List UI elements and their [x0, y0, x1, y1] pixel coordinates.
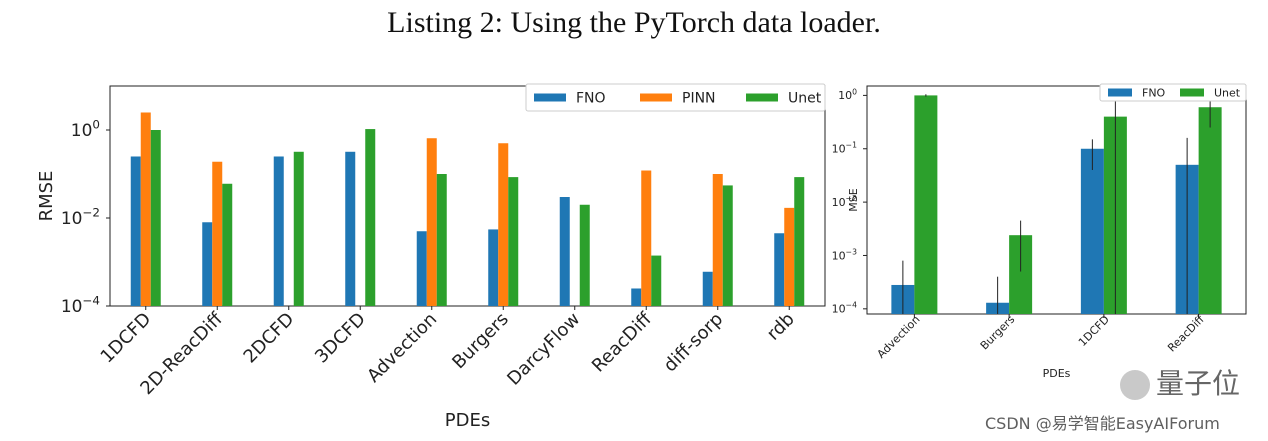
- bar-fno: [559, 197, 570, 306]
- legend-swatch-pinn: [640, 93, 672, 102]
- x-tick-label: Burgers: [448, 309, 512, 373]
- bar-unet: [508, 177, 519, 306]
- bar-fno: [345, 151, 356, 306]
- watermark-logo: 量子位: [1120, 362, 1240, 402]
- bar-pinn: [498, 143, 509, 306]
- bar-unet: [579, 204, 590, 306]
- bar-pinn: [426, 138, 437, 306]
- x-axis-label: PDEs: [445, 410, 490, 431]
- bar-unet: [365, 129, 376, 306]
- bar-unet: [436, 174, 447, 306]
- y-tick-label: 10−1: [832, 141, 857, 156]
- legend-label-pinn: PINN: [682, 90, 716, 106]
- wechat-icon: [1120, 370, 1150, 400]
- bar-fno: [488, 229, 499, 306]
- y-tick-label: 10−4: [61, 293, 100, 317]
- bar-pinn: [641, 170, 652, 306]
- caption: Listing 2: Using the PyTorch data loader…: [387, 6, 881, 39]
- legend-swatch-fno: [1108, 88, 1132, 97]
- legend-label-unet: Unet: [788, 90, 822, 106]
- y-axis-label: RMSE: [36, 171, 57, 222]
- x-tick-label: 2DCFD: [240, 309, 299, 368]
- y-tick-label: 10−2: [61, 205, 100, 229]
- watermark-source: CSDN @易学智能EasyAIForum: [985, 414, 1220, 433]
- bar-fno: [202, 222, 213, 306]
- y-tick-label: 100: [71, 117, 100, 141]
- y-tick-label: 100: [838, 87, 857, 102]
- x-tick-label: Advection: [875, 313, 923, 361]
- x-tick-label: rdb: [763, 309, 799, 345]
- legend-swatch-fno: [534, 93, 566, 102]
- bar-unet: [914, 95, 938, 314]
- bar-fno: [774, 233, 785, 306]
- bar-unet: [293, 151, 304, 306]
- legend: FNO Unet: [1099, 83, 1247, 102]
- bar-unet: [1198, 107, 1222, 314]
- legend-swatch-unet: [746, 93, 778, 102]
- y-tick-label: 10−4: [832, 301, 857, 316]
- legend-box: [525, 83, 826, 112]
- bar-unet: [722, 185, 733, 306]
- legend-swatch-unet: [1180, 88, 1204, 97]
- bar-fno: [273, 156, 284, 306]
- legend-label-fno: FNO: [576, 90, 606, 106]
- x-tick-label: DarcyFlow: [503, 309, 584, 390]
- x-tick-label: ReacDiff: [588, 308, 656, 376]
- legend: FNO PINN Unet: [525, 83, 826, 112]
- x-tick-label: 3DCFD: [311, 309, 370, 368]
- bar-unet: [222, 183, 233, 306]
- bar-fno: [416, 231, 427, 306]
- x-tick-label: ReacDiff: [1165, 313, 1207, 355]
- legend-label-fno: FNO: [1142, 86, 1166, 99]
- bar-pinn: [712, 174, 723, 306]
- x-tick-label: 1DCFD: [1076, 313, 1112, 349]
- bar-pinn: [212, 161, 223, 306]
- bar-pinn: [784, 207, 795, 306]
- x-axis-label: PDEs: [1043, 367, 1071, 380]
- bar-unet: [1009, 235, 1033, 314]
- plot-frame: [866, 85, 1247, 315]
- x-tick-label: diff-sorp: [660, 309, 728, 377]
- x-tick-label: Burgers: [978, 313, 1018, 353]
- watermark-logo-text: 量子位: [1156, 367, 1241, 400]
- bar-unet: [150, 130, 161, 306]
- x-tick-label: 1DCFD: [97, 309, 156, 368]
- bar-pinn: [140, 112, 151, 307]
- bar-fno: [702, 271, 713, 306]
- legend-label-unet: Unet: [1214, 86, 1241, 99]
- bar-unet: [651, 255, 662, 306]
- y-axis-label: MSE: [847, 188, 860, 211]
- bar-fno: [631, 288, 642, 306]
- plot-frame: [109, 85, 826, 307]
- y-tick-label: 10−3: [832, 247, 857, 262]
- legend-box: [1099, 83, 1247, 102]
- bar-fno: [1080, 148, 1104, 314]
- bar-unet: [794, 177, 805, 306]
- x-tick-label: Advection: [363, 309, 441, 387]
- bar-fno: [130, 156, 141, 306]
